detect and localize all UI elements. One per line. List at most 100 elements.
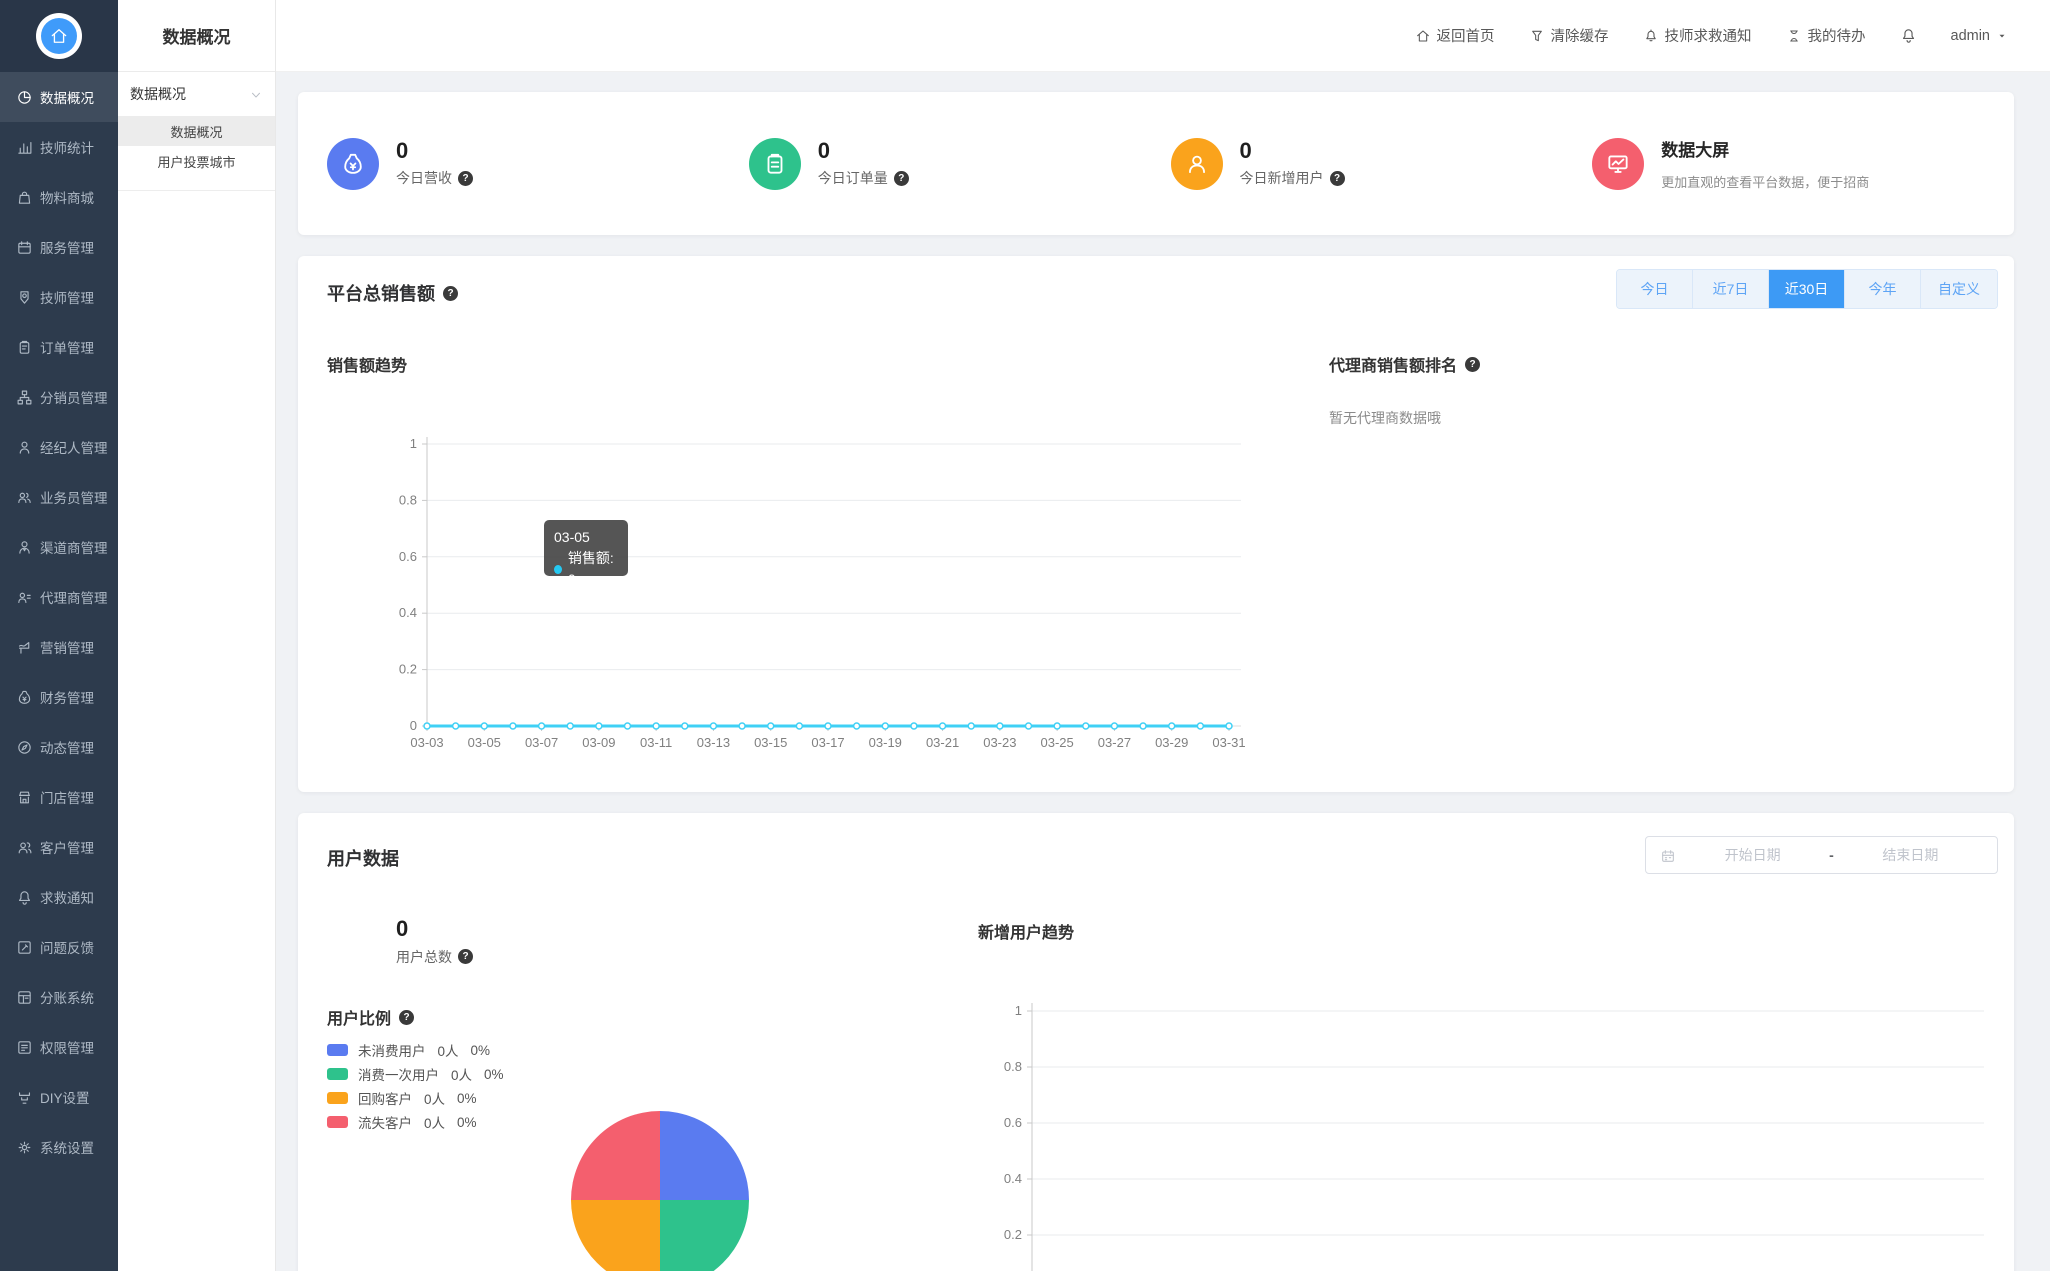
- feedback-pen-icon: [18, 940, 31, 954]
- stat-value: 0: [396, 137, 409, 163]
- stat-card-今日订单量: 0 今日订单量?: [720, 92, 1142, 235]
- help-icon[interactable]: ?: [458, 949, 473, 965]
- data-screen-subtitle: 更加直观的查看平台数据，便于招商: [1661, 175, 1870, 190]
- help-icon[interactable]: ?: [1465, 356, 1481, 372]
- tooltip-value: 0: [567, 571, 576, 587]
- tab-今日[interactable]: 今日: [1617, 270, 1693, 308]
- sidebar-item-技师统计[interactable]: 技师统计: [0, 122, 118, 172]
- help-icon[interactable]: ?: [399, 1009, 415, 1025]
- stat-value: 0: [817, 137, 830, 163]
- sidebar-item-分销员管理[interactable]: 分销员管理: [0, 372, 118, 422]
- sidebar-item-label: 服务管理: [40, 241, 94, 256]
- topnav-技师求救通知[interactable]: 技师求救通知: [1643, 25, 1752, 46]
- stat-card-今日新增用户: 0 今日新增用户?: [1142, 92, 1564, 235]
- svg-text:03-07: 03-07: [525, 735, 558, 750]
- legend-count: 0人: [424, 1092, 446, 1107]
- secondary-sidebar-title: 数据概况: [118, 0, 275, 72]
- sidebar-item-营销管理[interactable]: 营销管理: [0, 622, 118, 672]
- submenu-item-用户投票城市[interactable]: 用户投票城市: [157, 154, 236, 170]
- shopping-bag-icon: [18, 191, 31, 204]
- legend-item-未消费用户[interactable]: 未消费用户 0人 0%: [327, 1038, 504, 1062]
- pie-chart-icon: [18, 90, 31, 104]
- svg-text:1: 1: [1015, 1003, 1022, 1018]
- tab-自定义[interactable]: 自定义: [1921, 270, 1997, 308]
- data-screen-card[interactable]: 数据大屏 更加直观的查看平台数据，便于招商: [1563, 92, 2014, 235]
- store-icon: [18, 791, 31, 803]
- agent-ranking-title: 代理商销售额排名: [1329, 358, 1458, 375]
- sidebar-item-系统设置[interactable]: 系统设置: [0, 1122, 118, 1172]
- chart-tooltip: 03-05 销售额: 0: [544, 520, 628, 587]
- help-icon[interactable]: ?: [1329, 170, 1345, 186]
- svg-text:03-17: 03-17: [811, 735, 844, 750]
- topnav-清除缓存[interactable]: 清除缓存: [1529, 25, 1609, 46]
- user-pin-icon: [19, 441, 30, 454]
- home-icon: [1416, 29, 1429, 42]
- legend-item-消费一次用户[interactable]: 消费一次用户 0人 0%: [327, 1062, 504, 1086]
- date-separator: -: [1829, 847, 1834, 863]
- series-dot-icon: [554, 564, 562, 574]
- sidebar-item-数据概况[interactable]: 数据概况: [0, 72, 118, 122]
- user-group-icon: [18, 841, 32, 853]
- sidebar-item-技师管理[interactable]: 技师管理: [0, 272, 118, 322]
- notification-bell-button[interactable]: [1900, 27, 1917, 44]
- date-range-tabs: 今日 近7日 近30日 今年 自定义: [1616, 269, 1998, 309]
- submenu-item-数据概况[interactable]: 数据概况: [118, 116, 275, 146]
- sidebar-item-服务管理[interactable]: 服务管理: [0, 222, 118, 272]
- legend-pct: 0%: [457, 1090, 477, 1106]
- clipboard-check-icon: [748, 137, 801, 190]
- topnav-返回首页[interactable]: 返回首页: [1415, 25, 1495, 46]
- tab-近30日[interactable]: 近30日: [1769, 270, 1845, 308]
- legend-swatch: [327, 1044, 348, 1056]
- help-icon[interactable]: ?: [893, 170, 909, 186]
- calendar-clock-icon: [18, 240, 31, 254]
- sidebar-item-分账系统[interactable]: 分账系统: [0, 972, 118, 1022]
- new-user-trend-chart: 1 0.8 0.6 0.4 0.2: [938, 993, 1984, 1271]
- legend-item-回购客户[interactable]: 回购客户 0人 0%: [327, 1086, 504, 1110]
- sidebar-item-经纪人管理[interactable]: 经纪人管理: [0, 422, 118, 472]
- end-date-input[interactable]: 结束日期: [1882, 847, 1939, 863]
- sidebar-item-DIY设置[interactable]: DIY设置: [0, 1072, 118, 1122]
- svg-text:03-29: 03-29: [1155, 735, 1188, 750]
- legend-label: 回购客户: [358, 1092, 412, 1107]
- topnav-我的待办[interactable]: 我的待办: [1786, 25, 1866, 46]
- legend-swatch: [327, 1092, 348, 1104]
- sidebar-item-权限管理[interactable]: 权限管理: [0, 1022, 118, 1072]
- sidebar-item-label: 业务员管理: [40, 491, 108, 506]
- sidebar-item-订单管理[interactable]: 订单管理: [0, 322, 118, 372]
- tab-今年[interactable]: 今年: [1845, 270, 1921, 308]
- user-menu[interactable]: admin: [1951, 28, 2009, 44]
- calendar-icon: [1660, 846, 1676, 863]
- caret-down-icon: [1996, 28, 2008, 44]
- legend-pct: 0%: [470, 1042, 491, 1058]
- tab-近7日[interactable]: 近7日: [1693, 270, 1769, 308]
- legend-pct: 0%: [484, 1066, 504, 1082]
- sidebar-item-客户管理[interactable]: 客户管理: [0, 822, 118, 872]
- help-icon[interactable]: ?: [443, 285, 458, 301]
- sidebar-item-物料商城[interactable]: 物料商城: [0, 172, 118, 222]
- sidebar-item-业务员管理[interactable]: 业务员管理: [0, 472, 118, 522]
- legend-item-流失客户[interactable]: 流失客户 0人 0%: [327, 1110, 504, 1134]
- sidebar-item-渠道商管理[interactable]: 渠道商管理: [0, 522, 118, 572]
- app-logo[interactable]: [0, 0, 118, 72]
- submenu-group-data-overview[interactable]: 数据概况: [118, 72, 275, 116]
- date-range-picker[interactable]: 开始日期 - 结束日期: [1645, 836, 1998, 874]
- sidebar-item-问题反馈[interactable]: 问题反馈: [0, 922, 118, 972]
- sales-trend-title: 销售额趋势: [327, 358, 408, 375]
- stats-panel: 0 今日营收? 0 今日订单量? 0 今日新增用户? 数据大屏 更加直观的查看平台数据，便…: [298, 92, 2014, 235]
- user-icon: [1188, 155, 1205, 173]
- sidebar-item-财务管理[interactable]: 财务管理: [0, 672, 118, 722]
- sidebar-item-代理商管理[interactable]: 代理商管理: [0, 572, 118, 622]
- sidebar-item-label: 问题反馈: [40, 941, 94, 956]
- sidebar-item-label: 数据概况: [40, 91, 94, 106]
- legend-count: 0人: [424, 1116, 446, 1131]
- user-ratio-pie-chart: [571, 1111, 749, 1271]
- svg-text:03-21: 03-21: [926, 735, 959, 750]
- help-icon[interactable]: ?: [458, 170, 473, 186]
- start-date-input[interactable]: 开始日期: [1724, 847, 1781, 863]
- sidebar-item-label: 营销管理: [40, 641, 94, 656]
- svg-text:03-03: 03-03: [410, 735, 443, 750]
- sidebar-item-动态管理[interactable]: 动态管理: [0, 722, 118, 772]
- sidebar-item-求救通知[interactable]: 求救通知: [0, 872, 118, 922]
- user-badge-icon: [20, 290, 29, 304]
- sidebar-item-门店管理[interactable]: 门店管理: [0, 772, 118, 822]
